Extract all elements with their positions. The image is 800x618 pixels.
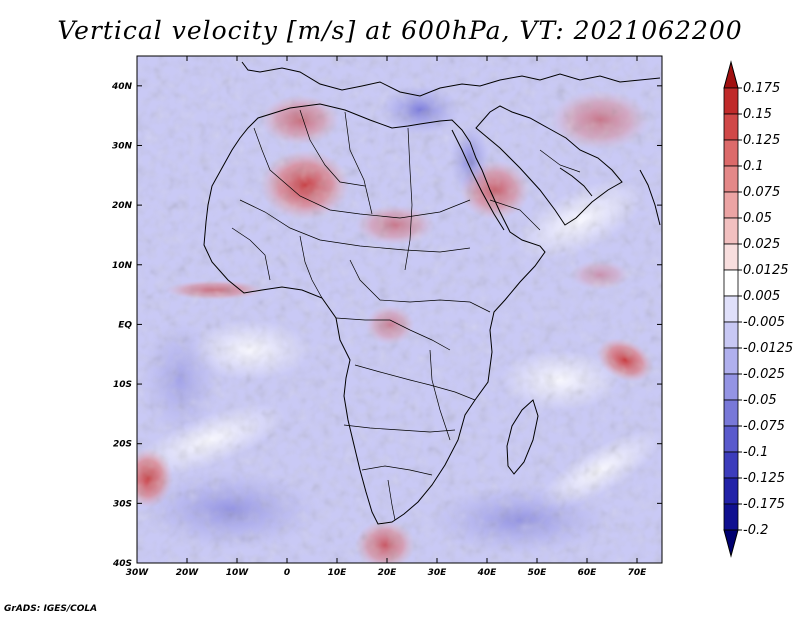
colorbar-top-arrow bbox=[723, 60, 739, 89]
map-frame bbox=[136, 55, 663, 564]
colorbar-label: 0.025 bbox=[743, 237, 780, 252]
colorbar-label: 0.05 bbox=[743, 211, 772, 226]
x-axis-ticks: 30W 20W 10W 0 10E 20E 30E 40E 50E 60E 70E bbox=[126, 56, 647, 578]
colorbar-swatch bbox=[723, 399, 739, 427]
colorbar-swatch bbox=[723, 87, 739, 115]
colorbar-swatch bbox=[723, 477, 739, 505]
colorbar-swatch bbox=[723, 373, 739, 401]
y-tick-label: 20N bbox=[112, 201, 133, 211]
colorbar-label: -0.1 bbox=[743, 445, 768, 460]
field-texture bbox=[137, 56, 662, 563]
colorbar-swatch bbox=[723, 425, 739, 453]
x-tick-label: 30W bbox=[126, 568, 150, 578]
colorbar-label: 0.075 bbox=[743, 185, 780, 200]
x-tick-label: 40E bbox=[477, 568, 498, 578]
colorbar-label: -0.075 bbox=[743, 419, 785, 434]
colorbar-swatch bbox=[723, 139, 739, 167]
x-tick-label: 70E bbox=[628, 568, 648, 578]
y-tick-label: 40N bbox=[111, 82, 133, 92]
credit-label: GrADS: IGES/COLA bbox=[4, 604, 98, 614]
colorbar-bottom-arrow bbox=[723, 529, 739, 558]
y-tick-label: 10S bbox=[113, 380, 132, 390]
colorbar-label: 0.15 bbox=[743, 107, 772, 122]
colorbar-label: 0.1 bbox=[743, 159, 764, 174]
europe-coastline bbox=[241, 61, 661, 97]
colorbar-swatch bbox=[723, 243, 739, 271]
red-sea bbox=[451, 129, 505, 231]
arabia-coastline bbox=[475, 105, 623, 226]
colorbar: 0.175 0.15 0.125 0.1 0.075 0.05 0.025 0.0125 0.0… bbox=[723, 60, 793, 558]
colorbar-swatch bbox=[723, 321, 739, 349]
colorbar-label: -0.2 bbox=[743, 523, 768, 538]
x-tick-label: 0 bbox=[284, 568, 290, 578]
colorbar-swatch bbox=[723, 191, 739, 219]
colorbar-label: 0.0125 bbox=[743, 263, 789, 278]
x-tick-label: 10E bbox=[328, 568, 348, 578]
x-tick-label: 20W bbox=[176, 568, 200, 578]
colorbar-label: -0.125 bbox=[743, 471, 785, 486]
y-tick-label: 30N bbox=[112, 141, 133, 151]
colorbar-label: 0.175 bbox=[743, 81, 780, 96]
colorbar-label: 0.005 bbox=[743, 289, 780, 304]
y-tick-label: 40S bbox=[112, 559, 132, 569]
colorbar-swatch bbox=[723, 269, 739, 297]
persian-gulf bbox=[559, 167, 593, 197]
colorbar-label: -0.025 bbox=[743, 367, 785, 382]
colorbar-label: -0.005 bbox=[743, 315, 785, 330]
country-borders bbox=[231, 109, 581, 521]
y-axis-ticks: 40S 30S 20S 10S EQ 10N 20N 30N 40N bbox=[111, 82, 662, 569]
colorbar-swatch bbox=[723, 503, 739, 531]
colorbar-swatch bbox=[723, 451, 739, 479]
africa-coastline bbox=[203, 103, 546, 525]
colorbar-swatch bbox=[723, 295, 739, 323]
y-tick-label: 20S bbox=[113, 440, 132, 450]
x-tick-label: 50E bbox=[528, 568, 548, 578]
x-tick-label: 60E bbox=[578, 568, 598, 578]
colorbar-swatch bbox=[723, 347, 739, 375]
x-tick-label: 30E bbox=[428, 568, 448, 578]
india-coastline bbox=[639, 169, 661, 226]
y-tick-label: EQ bbox=[118, 320, 132, 330]
velocity-field bbox=[137, 56, 662, 563]
coastlines bbox=[203, 61, 661, 525]
colorbar-label: 0.125 bbox=[743, 133, 780, 148]
colorbar-swatch bbox=[723, 217, 739, 245]
colorbar-label: -0.0125 bbox=[743, 341, 793, 356]
y-tick-label: 10N bbox=[112, 261, 133, 271]
colorbar-swatch bbox=[723, 113, 739, 141]
y-tick-label: 30S bbox=[113, 499, 132, 509]
chart-title: Vertical velocity [m/s] at 600hPa, VT: 2… bbox=[57, 16, 743, 45]
madagascar-coastline bbox=[506, 399, 539, 475]
colorbar-label: -0.05 bbox=[743, 393, 777, 408]
colorbar-swatch bbox=[723, 165, 739, 193]
x-tick-label: 20E bbox=[378, 568, 398, 578]
colorbar-label: -0.175 bbox=[743, 497, 785, 512]
x-tick-label: 10W bbox=[226, 568, 250, 578]
